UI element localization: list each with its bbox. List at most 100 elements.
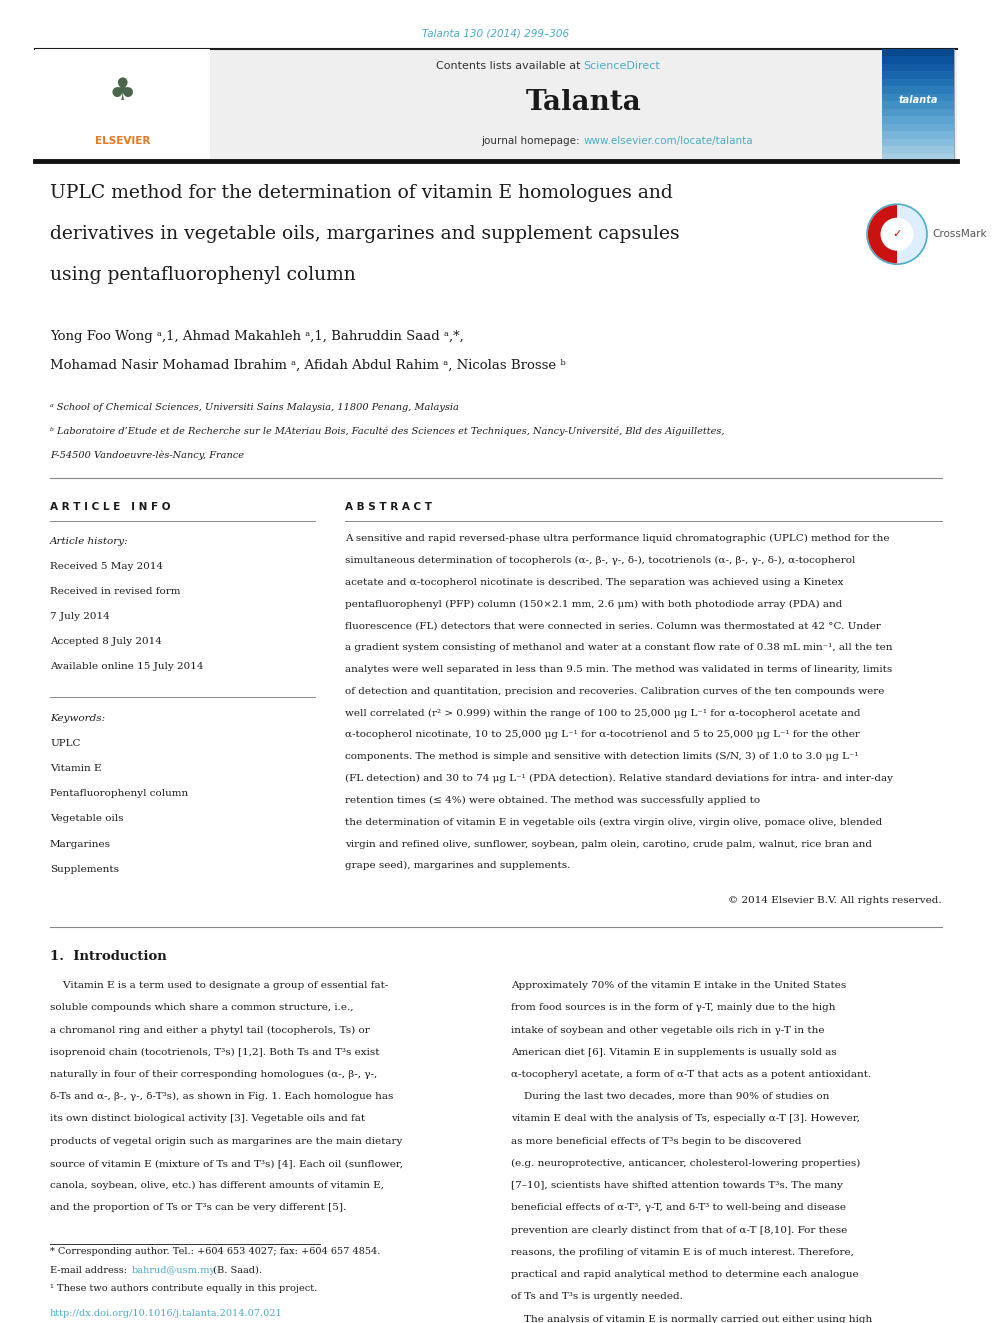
Text: During the last two decades, more than 90% of studies on: During the last two decades, more than 9… xyxy=(511,1093,829,1101)
Text: vitamin E deal with the analysis of Ts, especially α-T [3]. However,: vitamin E deal with the analysis of Ts, … xyxy=(511,1114,860,1123)
Bar xyxy=(882,64,954,71)
Text: from food sources is in the form of γ-T, mainly due to the high: from food sources is in the form of γ-T,… xyxy=(511,1003,835,1012)
Text: Pentafluorophenyl column: Pentafluorophenyl column xyxy=(50,790,188,798)
Text: well correlated (r² > 0.999) within the range of 100 to 25,000 μg L⁻¹ for α-toco: well correlated (r² > 0.999) within the … xyxy=(345,709,860,717)
Text: fluorescence (FL) detectors that were connected in series. Column was thermostat: fluorescence (FL) detectors that were co… xyxy=(345,622,881,630)
Text: its own distinct biological activity [3]. Vegetable oils and fat: its own distinct biological activity [3]… xyxy=(50,1114,365,1123)
Text: isoprenoid chain (tocotrienols, T³s) [1,2]. Both Ts and T³s exist: isoprenoid chain (tocotrienols, T³s) [1,… xyxy=(50,1048,380,1057)
Text: E-mail address:: E-mail address: xyxy=(50,1266,130,1274)
Text: naturally in four of their corresponding homologues (α-, β-, γ-,: naturally in four of their corresponding… xyxy=(50,1070,377,1080)
Text: 1.  Introduction: 1. Introduction xyxy=(50,950,167,963)
Text: source of vitamin E (mixture of Ts and T³s) [4]. Each oil (sunflower,: source of vitamin E (mixture of Ts and T… xyxy=(50,1159,403,1168)
Text: Keywords:: Keywords: xyxy=(50,714,105,722)
Bar xyxy=(882,57,954,64)
Text: prevention are clearly distinct from that of α-T [8,10]. For these: prevention are clearly distinct from tha… xyxy=(511,1225,847,1234)
Text: ♣: ♣ xyxy=(109,77,136,106)
Text: Received 5 May 2014: Received 5 May 2014 xyxy=(50,562,163,570)
Text: analytes were well separated in less than 9.5 min. The method was validated in t: analytes were well separated in less tha… xyxy=(345,665,892,673)
Text: canola, soybean, olive, etc.) has different amounts of vitamin E,: canola, soybean, olive, etc.) has differ… xyxy=(50,1181,384,1191)
Text: intake of soybean and other vegetable oils rich in γ-T in the: intake of soybean and other vegetable oi… xyxy=(511,1025,824,1035)
Text: pentafluorophenyl (PFP) column (150×2.1 mm, 2.6 μm) with both photodiode array (: pentafluorophenyl (PFP) column (150×2.1 … xyxy=(345,599,842,609)
Text: www.elsevier.com/locate/talanta: www.elsevier.com/locate/talanta xyxy=(583,136,753,146)
Bar xyxy=(882,147,954,153)
Text: beneficial effects of α-T³, γ-T, and δ-T³ to well-being and disease: beneficial effects of α-T³, γ-T, and δ-T… xyxy=(511,1204,846,1212)
Text: ELSEVIER: ELSEVIER xyxy=(95,136,150,146)
Text: and the proportion of Ts or T³s can be very different [5].: and the proportion of Ts or T³s can be v… xyxy=(50,1204,346,1212)
Text: grape seed), margarines and supplements.: grape seed), margarines and supplements. xyxy=(345,861,570,871)
Text: http://dx.doi.org/10.1016/j.talanta.2014.07.021: http://dx.doi.org/10.1016/j.talanta.2014… xyxy=(50,1310,283,1318)
Text: ᵃ School of Chemical Sciences, Universiti Sains Malaysia, 11800 Penang, Malaysia: ᵃ School of Chemical Sciences, Universit… xyxy=(50,404,459,411)
Text: * Corresponding author. Tel.: +604 653 4027; fax: +604 657 4854.: * Corresponding author. Tel.: +604 653 4… xyxy=(50,1248,380,1256)
Text: Talanta: Talanta xyxy=(526,90,642,116)
Bar xyxy=(882,79,954,86)
Bar xyxy=(882,102,954,108)
Text: acetate and α-tocopherol nicotinate is described. The separation was achieved us: acetate and α-tocopherol nicotinate is d… xyxy=(345,578,843,586)
Bar xyxy=(882,49,954,161)
Text: as more beneficial effects of T³s begin to be discovered: as more beneficial effects of T³s begin … xyxy=(511,1136,802,1146)
Bar xyxy=(882,124,954,131)
Bar xyxy=(882,71,954,79)
Bar xyxy=(882,116,954,124)
Text: Talanta 130 (2014) 299–306: Talanta 130 (2014) 299–306 xyxy=(423,29,569,38)
Bar xyxy=(35,49,957,161)
Text: ✓: ✓ xyxy=(893,229,902,239)
Text: The analysis of vitamin E is normally carried out either using high: The analysis of vitamin E is normally ca… xyxy=(511,1315,872,1323)
Text: ᵇ Laboratoire d’Etude et de Recherche sur le MAteriau Bois, Faculté des Sciences: ᵇ Laboratoire d’Etude et de Recherche su… xyxy=(50,426,724,437)
Text: α-tocopherol nicotinate, 10 to 25,000 μg L⁻¹ for α-tocotrienol and 5 to 25,000 μ: α-tocopherol nicotinate, 10 to 25,000 μg… xyxy=(345,730,860,740)
Bar xyxy=(35,49,210,161)
Text: UPLC: UPLC xyxy=(50,740,80,747)
Text: [7–10], scientists have shifted attention towards T³s. The many: [7–10], scientists have shifted attentio… xyxy=(511,1181,843,1191)
Text: Accepted 8 July 2014: Accepted 8 July 2014 xyxy=(50,638,162,646)
Text: products of vegetal origin such as margarines are the main dietary: products of vegetal origin such as marga… xyxy=(50,1136,403,1146)
Text: a chromanol ring and either a phytyl tail (tocopherols, Ts) or: a chromanol ring and either a phytyl tai… xyxy=(50,1025,370,1035)
Bar xyxy=(882,49,954,57)
Text: © 2014 Elsevier B.V. All rights reserved.: © 2014 Elsevier B.V. All rights reserved… xyxy=(728,897,942,905)
Text: (B. Saad).: (B. Saad). xyxy=(210,1266,262,1274)
Text: CrossMark: CrossMark xyxy=(932,229,987,239)
Text: a gradient system consisting of methanol and water at a constant flow rate of 0.: a gradient system consisting of methanol… xyxy=(345,643,893,652)
Text: practical and rapid analytical method to determine each analogue: practical and rapid analytical method to… xyxy=(511,1270,859,1279)
Circle shape xyxy=(867,204,927,265)
Text: Supplements: Supplements xyxy=(50,865,119,873)
Text: δ-Ts and α-, β-, γ-, δ-T³s), as shown in Fig. 1. Each homologue has: δ-Ts and α-, β-, γ-, δ-T³s), as shown in… xyxy=(50,1093,394,1101)
Text: virgin and refined olive, sunflower, soybean, palm olein, carotino, crude palm, : virgin and refined olive, sunflower, soy… xyxy=(345,840,872,848)
Wedge shape xyxy=(868,205,897,263)
Text: talanta: talanta xyxy=(898,94,937,105)
Text: Yong Foo Wong ᵃ,1, Ahmad Makahleh ᵃ,1, Bahruddin Saad ᵃ,*,: Yong Foo Wong ᵃ,1, Ahmad Makahleh ᵃ,1, B… xyxy=(50,329,463,343)
Text: simultaneous determination of tocopherols (α-, β-, γ-, δ-), tocotrienols (α-, β-: simultaneous determination of tocopherol… xyxy=(345,556,855,565)
Bar xyxy=(882,86,954,94)
Text: American diet [6]. Vitamin E in supplements is usually sold as: American diet [6]. Vitamin E in suppleme… xyxy=(511,1048,836,1057)
Text: derivatives in vegetable oils, margarines and supplement capsules: derivatives in vegetable oils, margarine… xyxy=(50,225,680,243)
Text: components. The method is simple and sensitive with detection limits (S/N, 3) of: components. The method is simple and sen… xyxy=(345,753,859,761)
Text: soluble compounds which share a common structure, i.e.,: soluble compounds which share a common s… xyxy=(50,1003,353,1012)
Text: Margarines: Margarines xyxy=(50,840,111,848)
Text: ¹ These two authors contribute equally in this project.: ¹ These two authors contribute equally i… xyxy=(50,1285,317,1293)
Bar xyxy=(882,139,954,147)
Text: the determination of vitamin E in vegetable oils (extra virgin olive, virgin oli: the determination of vitamin E in vegeta… xyxy=(345,818,882,827)
Text: Vitamin E: Vitamin E xyxy=(50,765,101,773)
Text: (e.g. neuroprotective, anticancer, cholesterol-lowering properties): (e.g. neuroprotective, anticancer, chole… xyxy=(511,1159,860,1168)
Text: Vitamin E is a term used to designate a group of essential fat-: Vitamin E is a term used to designate a … xyxy=(50,982,389,990)
Text: ScienceDirect: ScienceDirect xyxy=(583,61,661,71)
Text: using pentafluorophenyl column: using pentafluorophenyl column xyxy=(50,266,356,284)
Bar xyxy=(882,153,954,161)
Text: Article history:: Article history: xyxy=(50,537,129,545)
Text: (FL detection) and 30 to 74 μg L⁻¹ (PDA detection). Relative standard deviations: (FL detection) and 30 to 74 μg L⁻¹ (PDA … xyxy=(345,774,893,783)
Text: bahrud@usm.my: bahrud@usm.my xyxy=(132,1266,216,1274)
Circle shape xyxy=(881,218,914,250)
Text: of detection and quantitation, precision and recoveries. Calibration curves of t: of detection and quantitation, precision… xyxy=(345,687,885,696)
Bar xyxy=(882,108,954,116)
Text: UPLC method for the determination of vitamin E homologues and: UPLC method for the determination of vit… xyxy=(50,184,673,202)
Text: 7 July 2014: 7 July 2014 xyxy=(50,613,110,620)
Text: retention times (≤ 4%) were obtained. The method was successfully applied to: retention times (≤ 4%) were obtained. Th… xyxy=(345,796,760,804)
Text: A sensitive and rapid reversed-phase ultra performance liquid chromatographic (U: A sensitive and rapid reversed-phase ult… xyxy=(345,534,890,542)
Bar xyxy=(882,94,954,102)
Text: F-54500 Vandoeuvre-lès-Nancy, France: F-54500 Vandoeuvre-lès-Nancy, France xyxy=(50,450,244,460)
Text: reasons, the profiling of vitamin E is of much interest. Therefore,: reasons, the profiling of vitamin E is o… xyxy=(511,1248,854,1257)
Text: Contents lists available at: Contents lists available at xyxy=(435,61,583,71)
Text: A B S T R A C T: A B S T R A C T xyxy=(345,501,432,512)
Text: of Ts and T³s is urgently needed.: of Ts and T³s is urgently needed. xyxy=(511,1293,682,1302)
Text: journal homepage:: journal homepage: xyxy=(482,136,583,146)
Text: Approximately 70% of the vitamin E intake in the United States: Approximately 70% of the vitamin E intak… xyxy=(511,982,846,990)
Bar xyxy=(882,131,954,139)
